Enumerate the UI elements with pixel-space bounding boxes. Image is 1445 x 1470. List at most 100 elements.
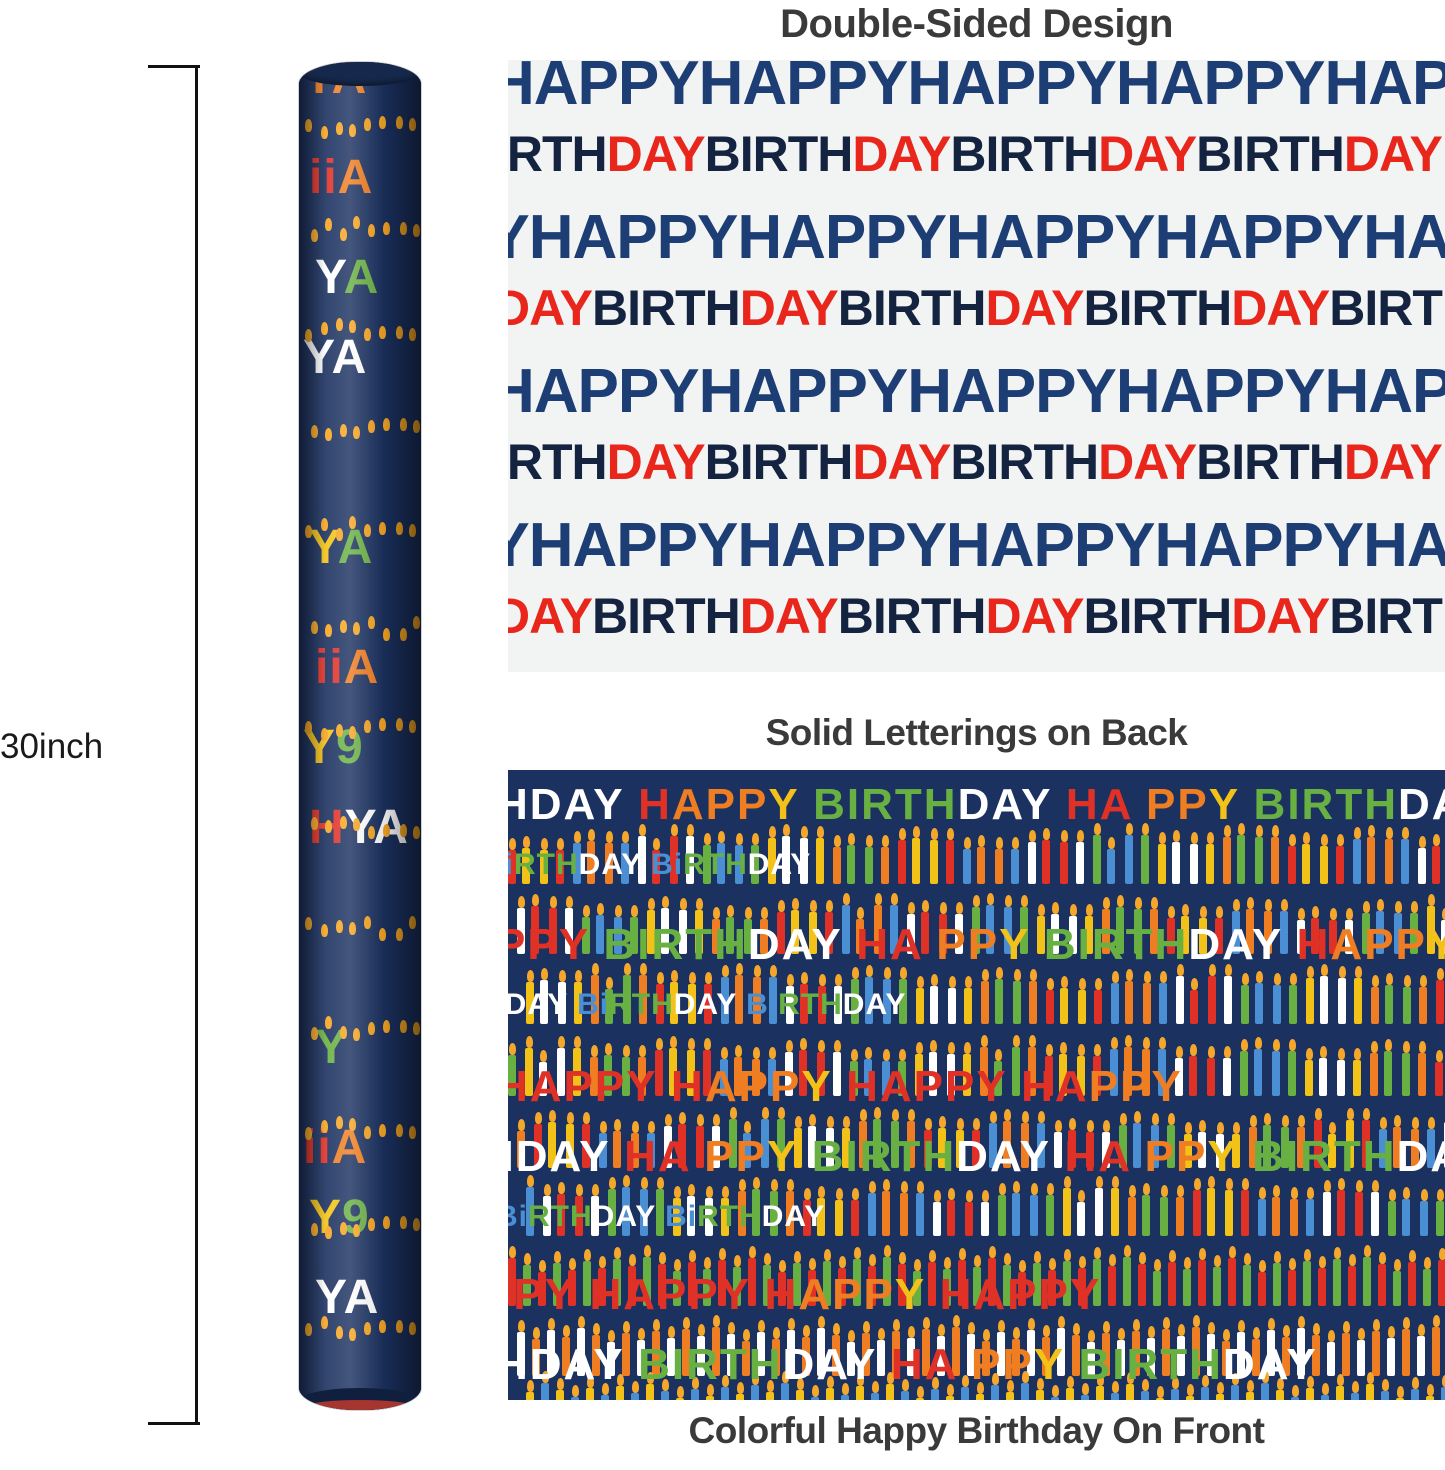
candle [1085, 904, 1093, 954]
candle [862, 1321, 870, 1376]
candle-row [508, 962, 1445, 1024]
candle [733, 1255, 741, 1306]
pattern-word: B [1252, 1132, 1286, 1181]
candle-flame-icon [525, 1036, 533, 1048]
candle [669, 1036, 677, 1096]
candle [1078, 978, 1086, 1024]
candle [1133, 1111, 1141, 1168]
candle [712, 1114, 720, 1168]
candle-flame-icon [1102, 897, 1110, 909]
candle [547, 1318, 555, 1376]
candle [608, 1177, 616, 1236]
pattern-word: H [890, 1340, 925, 1389]
candle [517, 1119, 525, 1168]
pattern-text-row: HDAY HAPPY BIRTHDAY HA PPY BIRTHDAY [508, 780, 1445, 830]
candle-flame-icon [1111, 1176, 1119, 1188]
candle-flame-icon [1153, 1259, 1161, 1271]
candle-flame-icon [1126, 1372, 1134, 1384]
candle-flame-icon [1336, 1374, 1344, 1386]
pattern-word: DAY [1343, 126, 1443, 182]
candle-flame-icon [1403, 975, 1411, 987]
candle [743, 1121, 751, 1168]
candle [995, 837, 1003, 884]
pattern-text-row: HDAY HA PPY BIRTHDAY HA PPY BIRTHDAY [508, 1132, 1445, 1182]
candle [1417, 1324, 1425, 1376]
candle-flame-icon [938, 1116, 946, 1128]
candle [1068, 1118, 1076, 1168]
candle-flame-icon [696, 1114, 704, 1126]
candle-flame-icon [364, 720, 372, 733]
pattern-word: PP [1364, 920, 1427, 969]
candle-flame-icon [557, 1036, 565, 1048]
candle [1147, 1326, 1155, 1376]
candle-flame-icon [1261, 1371, 1269, 1383]
candle-flame-icon [1320, 834, 1328, 846]
candle-flame-icon [1371, 1180, 1379, 1192]
candle [1394, 901, 1402, 954]
candle [704, 972, 712, 1024]
candle-flame-icon [1272, 1185, 1280, 1197]
candle [508, 1043, 516, 1096]
candle-flame-icon [1096, 1374, 1104, 1386]
candle-flame-icon [799, 1038, 807, 1050]
candle [1057, 1316, 1065, 1376]
candle [1241, 1178, 1249, 1236]
candle-flame-icon [961, 1375, 969, 1387]
candle-flame-icon [718, 1248, 726, 1260]
candle-flame-icon [1216, 1382, 1224, 1394]
candle-flame-icon [1401, 827, 1409, 839]
roll-bottom-edge [305, 1400, 415, 1410]
pattern-word [1238, 1132, 1252, 1181]
candle [696, 1114, 704, 1168]
candle-flame-icon [382, 1216, 390, 1229]
candle [868, 1254, 876, 1306]
candle-flame-icon [1190, 832, 1198, 844]
candle-flame-icon [1141, 1379, 1149, 1391]
candle [1199, 906, 1207, 954]
candle-flame-icon [1436, 1189, 1444, 1201]
candle [628, 1254, 636, 1306]
candle-flame-icon [1132, 1319, 1140, 1331]
candle [1436, 968, 1444, 1024]
candle [988, 1246, 996, 1306]
candle-flame-icon [1141, 823, 1149, 835]
candle-flame-icon [378, 1124, 386, 1137]
bracket-vertical-line [195, 65, 198, 1425]
candle-flame-icon [1258, 1187, 1266, 1199]
candle-flame-icon [368, 1022, 376, 1035]
pattern-word: H [638, 780, 672, 829]
candle-flame-icon [682, 1317, 690, 1329]
pattern-word: Y [766, 1132, 798, 1181]
candle [349, 1118, 357, 1172]
candle-flame-icon [833, 1040, 841, 1052]
candle [1280, 899, 1288, 954]
candle-flame-icon [982, 1329, 990, 1341]
candle [1337, 1048, 1345, 1096]
candle-flame-icon [1086, 1120, 1094, 1132]
candle [324, 624, 332, 672]
candle [1329, 908, 1337, 954]
candle-flame-icon [907, 1109, 915, 1121]
candle [1078, 1256, 1086, 1306]
candle-flame-icon [1388, 1189, 1396, 1201]
candle [1158, 1037, 1166, 1096]
candle [395, 1320, 403, 1372]
candle-flame-icon [1254, 1037, 1262, 1049]
candle [1366, 1372, 1374, 1400]
candle-flame-icon [1004, 895, 1012, 907]
candle-flame-icon [1396, 1386, 1404, 1398]
candle-flame-icon [1042, 828, 1050, 840]
roll-candle-row [303, 302, 421, 372]
candle [349, 320, 357, 372]
candle [777, 1107, 785, 1168]
candle [399, 824, 407, 872]
pattern-word: IRTH [1077, 920, 1189, 969]
pattern-word: RTH [528, 1200, 593, 1233]
candle-flame-icon [1306, 1187, 1314, 1199]
pattern-word: BIRTH [1329, 280, 1445, 336]
candle-flame-icon [311, 425, 319, 438]
candle [324, 1016, 332, 1072]
candle [523, 1253, 531, 1306]
candle [614, 905, 622, 954]
candle-flame-icon [886, 1372, 894, 1384]
